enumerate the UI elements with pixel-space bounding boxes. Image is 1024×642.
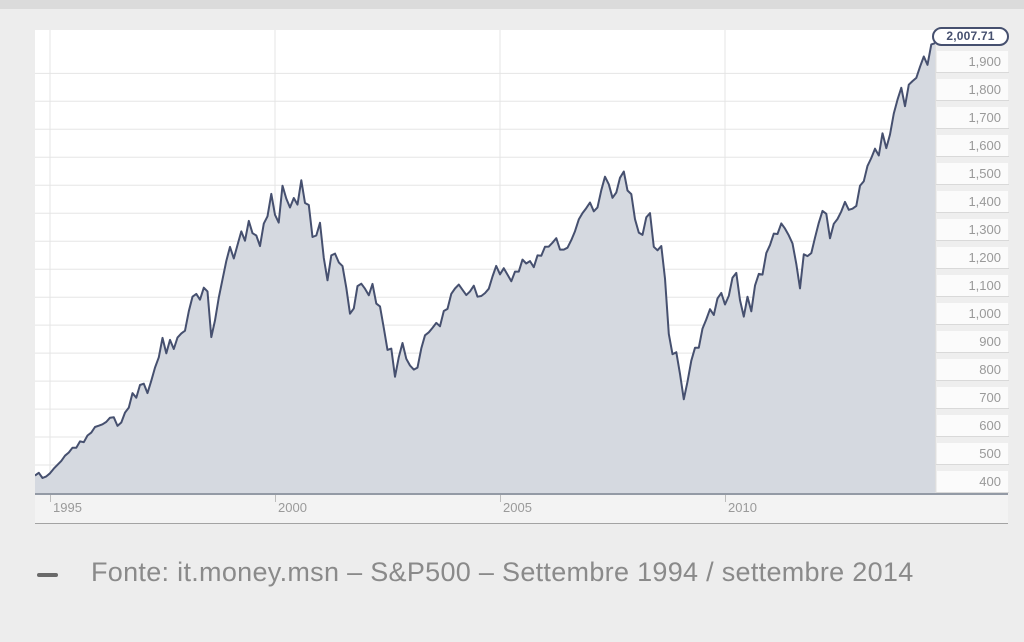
y-axis-label: 1,700 [937, 107, 1008, 129]
x-tick [500, 495, 501, 502]
x-tick [275, 495, 276, 502]
x-axis-label: 2005 [503, 500, 532, 515]
top-bar [0, 0, 1024, 9]
y-axis-label: 1,100 [937, 275, 1008, 297]
y-gridline [936, 240, 1009, 242]
chart-bottom-border [35, 523, 1008, 524]
y-axis-label: 1,000 [937, 303, 1008, 325]
y-axis-label: 1,400 [937, 191, 1008, 213]
y-gridline [936, 184, 1009, 186]
y-gridline [936, 352, 1009, 354]
y-axis-label: 500 [937, 443, 1008, 465]
y-axis-label: 1,300 [937, 219, 1008, 241]
y-axis-label: 1,500 [937, 163, 1008, 185]
x-axis-label: 2000 [278, 500, 307, 515]
y-axis-label: 1,200 [937, 247, 1008, 269]
y-gridline [936, 492, 1009, 493]
y-gridline [936, 156, 1009, 158]
y-gridline [936, 100, 1009, 102]
y-gridline [936, 408, 1009, 410]
y-axis-label: 800 [937, 359, 1008, 381]
last-price-callout: 2,007.71 [932, 27, 1009, 46]
y-axis-label: 900 [937, 331, 1008, 353]
y-gridline [936, 436, 1009, 438]
x-axis-label: 2010 [728, 500, 757, 515]
y-axis-label: 400 [937, 471, 1008, 492]
dash-marker [37, 573, 58, 577]
y-gridline [936, 212, 1009, 214]
y-axis-label: 1,800 [937, 79, 1008, 101]
caption-row: Fonte: it.money.msn – S&P500 – Settembre… [0, 552, 1024, 598]
y-axis: 400 500 600 700 800 900 1,000 1,100 1,200 1,300 1,… [935, 30, 1009, 493]
x-tick [50, 495, 51, 502]
plot-area [35, 30, 935, 493]
x-tick [725, 495, 726, 502]
y-axis-label: 1,900 [937, 51, 1008, 73]
y-axis-label: 700 [937, 387, 1008, 409]
y-gridline [936, 72, 1009, 74]
y-gridline [936, 380, 1009, 382]
y-gridline [936, 296, 1009, 298]
x-axis-line [35, 493, 1008, 495]
x-axis-strip: 1995 2000 2005 2010 [35, 495, 1008, 523]
source-caption: Fonte: it.money.msn – S&P500 – Settembre… [91, 557, 914, 587]
y-axis-label: 600 [937, 415, 1008, 437]
sp500-area-chart [35, 30, 935, 493]
y-gridline [936, 268, 1009, 270]
y-gridline [936, 464, 1009, 466]
x-axis-label: 1995 [53, 500, 82, 515]
y-axis-label: 1,600 [937, 135, 1008, 157]
y-gridline [936, 128, 1009, 130]
y-gridline [936, 324, 1009, 326]
